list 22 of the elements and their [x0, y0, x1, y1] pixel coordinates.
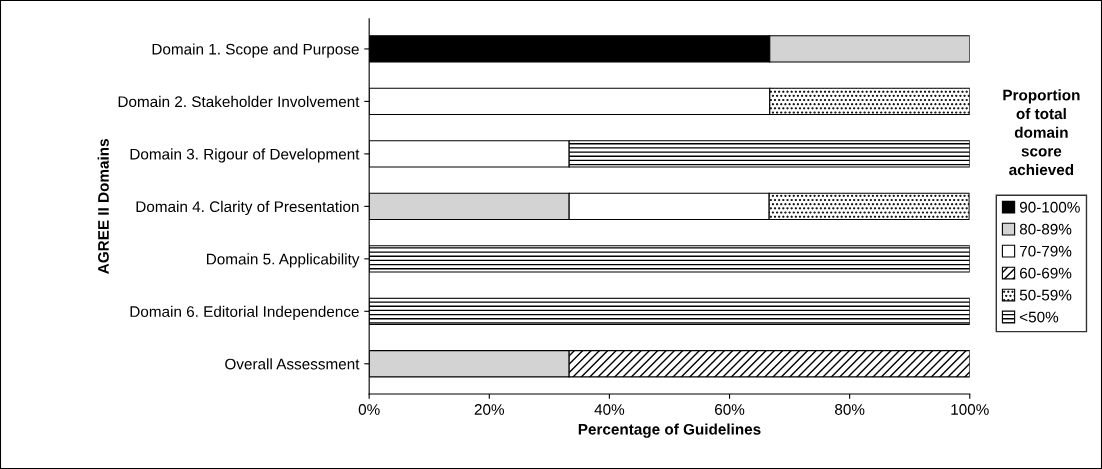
x-tick-label: 20% — [474, 404, 505, 415]
legend-label: 50-59% — [1019, 289, 1072, 301]
y-axis-title: AGREE II Domains — [97, 139, 109, 274]
x-tick-label: 40% — [594, 404, 625, 415]
x-tick-label: 100% — [951, 404, 989, 415]
y-tick-label: Domain 3. Rigour of Development — [130, 148, 360, 163]
x-tick-label: 60% — [715, 404, 745, 415]
legend-label: 70-79% — [1020, 245, 1072, 257]
y-tick-label: Domain 4. Clarity of Presentation — [136, 200, 359, 216]
x-tick-label: 80% — [835, 404, 865, 415]
y-tick-label: Domain 5. Applicability — [207, 253, 360, 268]
legend-label: 90-100% — [1019, 201, 1080, 213]
legend-label: 80-89% — [1019, 223, 1072, 235]
y-tick-label: Domain 6. Editorial Independence — [130, 305, 359, 321]
y-tick-label: Overall Assessment — [225, 358, 360, 370]
x-axis-title: Percentage of Guidelines — [578, 423, 761, 438]
y-tick-label: Domain 2. Stakeholder Involvement — [118, 95, 360, 108]
x-tick-label: 0% — [358, 404, 380, 415]
y-tick-label: Domain 1. Scope and Purpose — [152, 43, 359, 58]
legend-label: <50% — [1019, 311, 1059, 323]
legend-label: 60-69% — [1019, 267, 1072, 279]
legend-title: Proportion of total domain score achieved — [1003, 89, 1080, 176]
